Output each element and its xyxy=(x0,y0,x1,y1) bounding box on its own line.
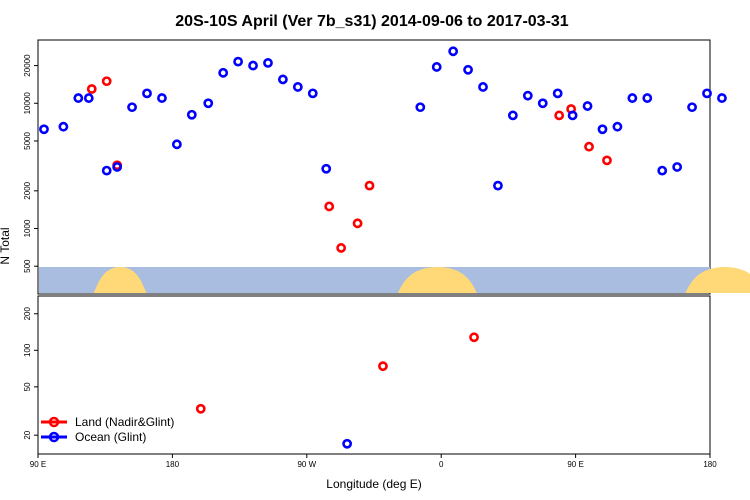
x-tick-label: 90 E xyxy=(567,460,583,469)
upper-ocean-point xyxy=(431,62,442,72)
upper-ocean-point xyxy=(101,165,112,176)
chart-title: 20S-10S April (Ver 7b_s31) 2014-09-06 to… xyxy=(175,13,569,30)
upper-ocean-point xyxy=(567,110,578,121)
upper-land-point xyxy=(86,84,97,94)
upper-ocean-point xyxy=(537,98,548,109)
upper-ocean-point xyxy=(687,102,697,113)
lower-points xyxy=(195,332,479,449)
lower-y-tick-label: 50 xyxy=(23,382,32,391)
upper-y-axis: 500 1000 2000 5000 10000 20000 xyxy=(23,54,38,273)
upper-ocean-point xyxy=(203,98,214,109)
upper-points xyxy=(39,46,727,253)
upper-y-tick-label: 10000 xyxy=(23,92,32,115)
upper-ocean-point xyxy=(307,88,318,99)
upper-ocean-point xyxy=(657,165,668,176)
upper-ocean-point xyxy=(83,93,94,103)
upper-ocean-point xyxy=(263,58,273,68)
upper-ocean-point xyxy=(233,56,244,67)
upper-ocean-point xyxy=(415,102,426,113)
upper-land-point xyxy=(554,110,565,121)
upper-ocean-point xyxy=(493,180,503,191)
x-axis-label: Longitude (deg E) xyxy=(326,477,421,491)
legend: Land (Nadir&Glint) Ocean (Glint) xyxy=(41,415,174,444)
upper-ocean-point xyxy=(612,121,623,132)
legend-ocean-label: Ocean (Glint) xyxy=(75,430,146,444)
x-tick-label: 180 xyxy=(166,460,180,469)
y-axis-label: N Total xyxy=(0,227,12,264)
upper-ocean-point xyxy=(171,139,182,150)
upper-ocean-point xyxy=(522,90,533,101)
legend-land-label: Land (Nadir&Glint) xyxy=(75,415,174,429)
upper-ocean-point xyxy=(278,74,288,85)
upper-land-point xyxy=(324,201,335,212)
upper-ocean-point xyxy=(218,67,229,78)
upper-ocean-point xyxy=(627,93,638,103)
upper-ocean-point xyxy=(142,88,152,99)
upper-ocean-point xyxy=(112,162,123,172)
lower-ocean-point xyxy=(342,438,353,449)
upper-land-point xyxy=(352,218,363,229)
upper-land-point xyxy=(336,243,347,253)
upper-ocean-point xyxy=(321,163,332,174)
upper-ocean-point xyxy=(39,124,49,135)
upper-land-point xyxy=(101,76,112,87)
upper-land-point xyxy=(364,180,375,191)
upper-ocean-point xyxy=(248,60,258,71)
upper-ocean-point xyxy=(478,82,488,92)
legend-land-marker xyxy=(48,416,60,428)
upper-ocean-point xyxy=(463,64,473,75)
upper-ocean-point xyxy=(58,121,69,132)
legend-ocean-marker xyxy=(48,431,60,443)
lower-y-tick-label: 100 xyxy=(23,343,32,357)
map-land-1 xyxy=(398,267,477,293)
upper-ocean-point xyxy=(702,88,712,99)
map-land-0 xyxy=(93,267,147,293)
upper-y-tick-label: 1000 xyxy=(23,219,32,237)
upper-ocean-point xyxy=(292,82,303,92)
lower-y-tick-label: 200 xyxy=(23,307,32,321)
upper-y-tick-label: 500 xyxy=(23,259,32,273)
x-tick-label: 90 E xyxy=(30,460,46,469)
upper-ocean-point xyxy=(186,109,197,120)
map-land-2 xyxy=(685,267,750,293)
upper-y-tick-label: 5000 xyxy=(23,132,32,150)
map-ocean xyxy=(39,267,710,293)
upper-ocean-point xyxy=(552,88,563,99)
x-tick-label: 180 xyxy=(703,460,717,469)
x-tick-label: 0 xyxy=(439,460,444,469)
upper-ocean-point xyxy=(717,93,727,103)
upper-ocean-point xyxy=(672,162,683,172)
upper-ocean-point xyxy=(597,124,608,135)
lower-land-point xyxy=(378,361,388,372)
upper-y-tick-label: 20000 xyxy=(23,54,32,77)
upper-land-point xyxy=(584,141,594,152)
upper-ocean-point xyxy=(642,93,653,103)
upper-ocean-point xyxy=(448,46,459,57)
upper-plot-frame xyxy=(37,39,711,295)
lower-land-point xyxy=(195,403,206,414)
upper-ocean-point xyxy=(507,110,518,121)
x-tick-label: 90 W xyxy=(297,460,316,469)
map-strip xyxy=(38,267,750,297)
upper-land-point xyxy=(602,155,612,166)
upper-ocean-point xyxy=(157,93,167,103)
lower-y-tick-label: 20 xyxy=(23,430,32,439)
upper-y-tick-label: 2000 xyxy=(23,181,32,199)
x-axis: 90 E 180 90 W 0 90 E 180 xyxy=(30,454,717,469)
upper-ocean-point xyxy=(582,101,593,111)
upper-ocean-point xyxy=(127,102,137,113)
lower-y-axis: 20 50 100 200 xyxy=(23,307,38,440)
lower-land-point xyxy=(469,332,479,343)
upper-ocean-point xyxy=(73,93,84,103)
